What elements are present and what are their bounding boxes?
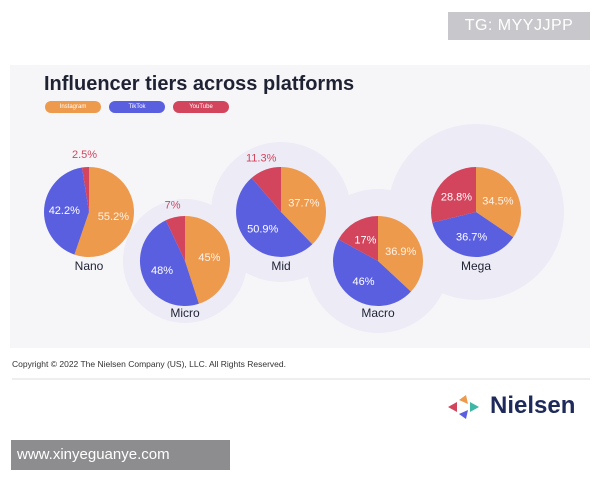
pie-label-micro: Micro [170,306,200,320]
value-label-nano-tiktok: 42.2% [49,205,80,217]
pie-label-macro: Macro [361,306,395,320]
pie-charts: 55.2% 42.2% 2.5% Nano 45% 48% 7% Micro 37.7% 50.9… [44,124,564,333]
pie-slice-macro-youtube [338,215,378,261]
value-label-macro-youtube: 17% [354,235,376,247]
pie-slice-micro-instagram [185,216,231,304]
pie-label-mega: Mega [461,259,491,273]
value-label-nano-instagram: 55.2% [98,211,129,223]
value-label-mega-youtube: 28.8% [441,192,472,204]
value-label-micro-instagram: 45% [198,252,220,264]
legend: Instagram TikTok YouTube [45,101,229,113]
pie-slice-mid-youtube [251,167,281,212]
nielsen-logo-icon [448,395,479,419]
legend-item-youtube: YouTube [173,101,229,113]
copyright-notice: Copyright © 2022 The Nielsen Company (US… [12,359,286,369]
pie-slice-nano-tiktok [44,167,89,255]
pie-slice-macro-instagram [378,216,424,292]
value-label-micro-youtube: 7% [165,199,181,211]
value-label-mega-tiktok: 36.7% [456,231,487,243]
value-label-macro-tiktok: 46% [352,276,374,288]
pie-mega: 34.5% 36.7% 28.8% Mega [431,167,521,273]
value-label-nano-youtube: 2.5% [72,149,97,161]
value-label-micro-tiktok: 48% [151,265,173,277]
chart-title: Influencer tiers across platforms [44,73,355,95]
pie-nano: 55.2% 42.2% 2.5% Nano [44,149,134,273]
legend-item-tiktok: TikTok [109,101,165,113]
legend-item-instagram: Instagram [45,101,101,113]
value-label-mid-instagram: 37.7% [288,198,319,210]
watermark-top: TG: MYYJJPP [448,12,590,40]
pie-micro: 45% 48% 7% Micro [139,199,231,320]
pie-slice-nano-youtube [81,167,89,212]
pie-slice-mega-youtube [431,167,476,223]
pie-macro: 36.9% 46% 17% Macro [332,215,424,320]
brand-name: Nielsen [490,392,576,419]
pie-slice-micro-tiktok [139,220,199,307]
watermark-bottom: www.xinyeguanye.com [11,440,230,470]
pie-slice-mid-tiktok [236,177,313,257]
pie-mid: 37.7% 50.9% 11.3% Mid [236,153,326,273]
pie-slice-micro-youtube [165,216,185,261]
value-label-mega-instagram: 34.5% [482,195,513,207]
chart-card: Influencer tiers across platforms Instag… [10,65,590,348]
value-label-mid-tiktok: 50.9% [247,224,278,236]
pie-slice-mega-tiktok [432,212,514,257]
pie-label-mid: Mid [271,259,290,273]
pie-slice-macro-tiktok [332,239,411,307]
pie-label-nano: Nano [75,259,104,273]
value-label-macro-instagram: 36.9% [385,246,416,258]
nielsen-logo: Nielsen [446,392,592,420]
pie-slice-mega-instagram [476,167,521,238]
divider [12,378,590,380]
pie-slice-nano-instagram [74,167,134,257]
value-label-mid-youtube: 11.3% [246,153,277,165]
pie-slice-mid-instagram [281,167,326,245]
